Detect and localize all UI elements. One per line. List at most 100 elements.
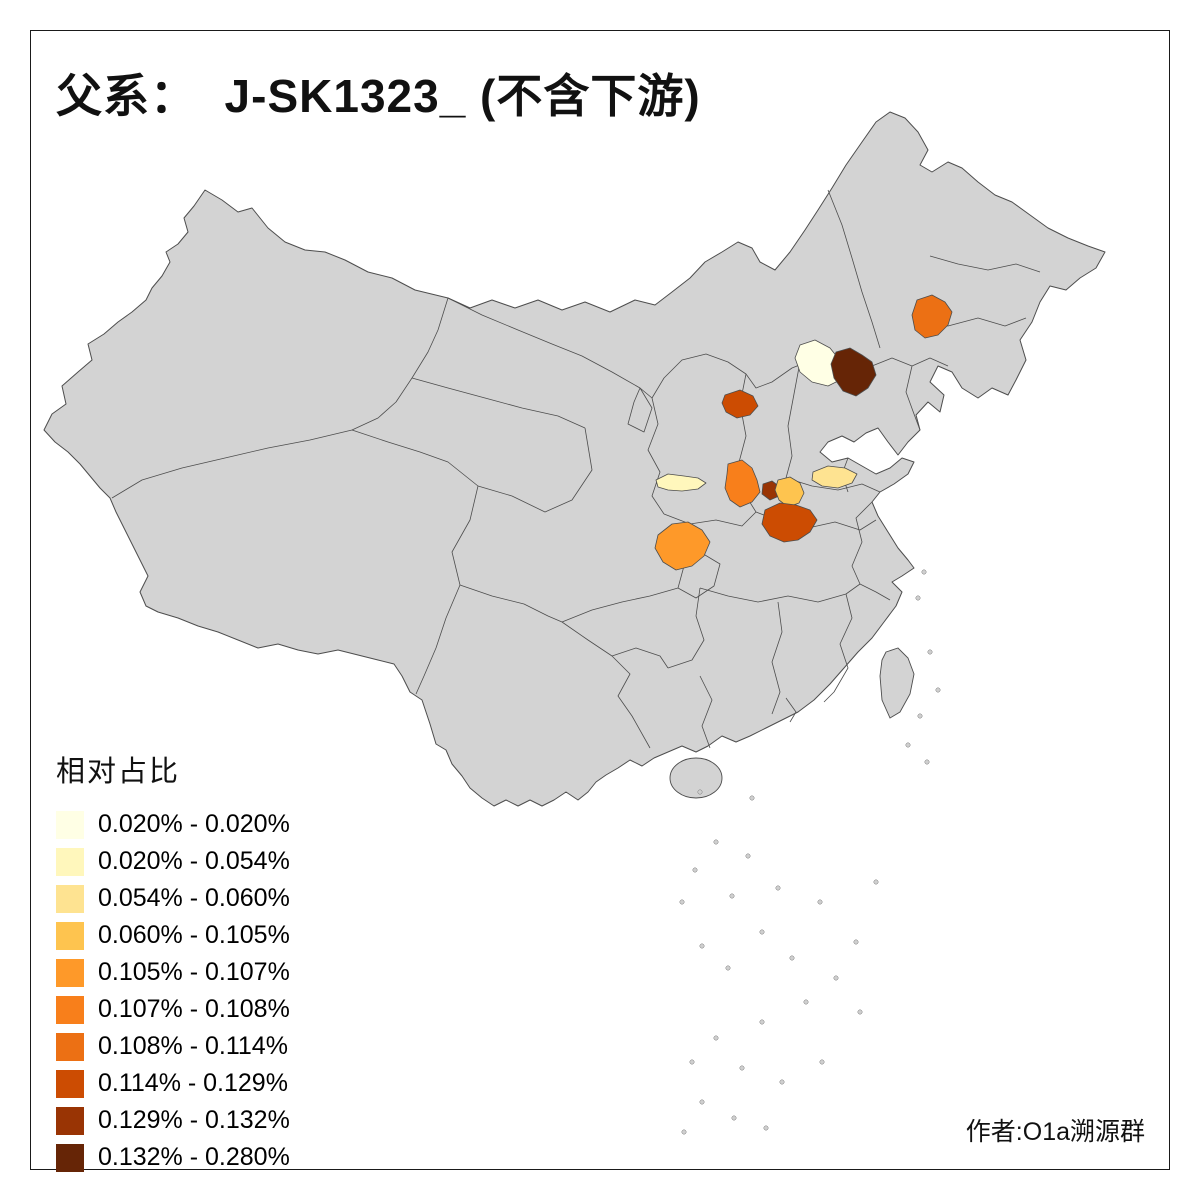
province-border (785, 361, 801, 479)
legend-label: 0.054% - 0.060% (98, 884, 290, 912)
small-island (679, 899, 685, 905)
province-border (477, 427, 593, 513)
province-border (699, 675, 713, 749)
legend-title: 相对占比 (56, 756, 181, 788)
map-region-6 (724, 459, 761, 508)
legend-swatch (56, 884, 84, 913)
small-island (803, 999, 809, 1005)
map-region-5 (655, 473, 707, 492)
small-island (817, 899, 823, 905)
legend-item: 0.105% - 0.107% (56, 954, 290, 991)
legend-swatch (56, 921, 84, 950)
map-region-9 (811, 465, 858, 489)
legend-label: 0.060% - 0.105% (98, 921, 290, 949)
legend-swatch (56, 958, 84, 987)
legend-swatch (56, 1069, 84, 1098)
small-island (689, 1059, 695, 1065)
small-island (917, 713, 923, 719)
small-island (833, 975, 839, 981)
small-island (924, 759, 930, 765)
legend-swatch (56, 847, 84, 876)
legend-swatch (56, 1032, 84, 1061)
hainan-island (669, 757, 723, 799)
small-island (681, 1129, 687, 1135)
map-region-10 (761, 502, 818, 543)
legend-swatch (56, 1143, 84, 1172)
province-border (827, 189, 881, 349)
legend-items: 0.020% - 0.020% 0.020% - 0.054% 0.054% - 0… (56, 806, 290, 1176)
small-island (935, 687, 941, 693)
legend-label: 0.132% - 0.280% (98, 1143, 290, 1171)
province-border (611, 647, 669, 669)
province-border (785, 697, 797, 723)
province-border (627, 387, 653, 433)
small-island (725, 965, 731, 971)
province-border (459, 584, 563, 623)
small-island (927, 649, 933, 655)
province-border (651, 353, 949, 399)
legend-swatch (56, 995, 84, 1024)
province-border (905, 365, 921, 431)
legend-item: 0.114% - 0.129% (56, 1065, 290, 1102)
small-island (915, 595, 921, 601)
mainland-outline (43, 111, 1106, 807)
province-border (561, 587, 679, 623)
province-border (351, 429, 479, 487)
legend-label: 0.129% - 0.132% (98, 1106, 290, 1134)
province-border (111, 429, 353, 499)
small-island (699, 1099, 705, 1105)
small-island (853, 939, 859, 945)
small-island (699, 943, 705, 949)
legend-item: 0.129% - 0.132% (56, 1102, 290, 1139)
legend: 相对占比 0.020% - 0.020% 0.020% - 0.054% 0.054… (56, 748, 290, 1176)
province-border (647, 397, 665, 515)
province-border (851, 501, 873, 585)
attribution: 作者:O1a溯源群 (965, 1118, 1145, 1146)
map-region-2 (830, 347, 877, 397)
legend-item: 0.020% - 0.054% (56, 843, 290, 880)
province-border (411, 377, 586, 429)
province-border (929, 255, 1041, 273)
small-island (745, 853, 751, 859)
legend-item: 0.054% - 0.060% (56, 880, 290, 917)
province-border (823, 593, 853, 703)
legend-swatch (56, 1106, 84, 1135)
small-island (713, 1035, 719, 1041)
legend-item: 0.132% - 0.280% (56, 1139, 290, 1176)
small-island (921, 569, 927, 575)
province-border (561, 621, 651, 749)
province-border (415, 485, 479, 695)
small-island (749, 795, 755, 801)
small-island (713, 839, 719, 845)
legend-label: 0.114% - 0.129% (98, 1069, 288, 1097)
province-border (859, 583, 891, 601)
small-island (779, 1079, 785, 1085)
province-border (771, 601, 783, 715)
small-island (857, 1009, 863, 1015)
small-island (731, 1115, 737, 1121)
legend-label: 0.020% - 0.020% (98, 810, 290, 838)
small-island (789, 955, 795, 961)
small-island (775, 885, 781, 891)
province-border (447, 297, 653, 399)
small-island (763, 1125, 769, 1131)
small-island (819, 1059, 825, 1065)
legend-item: 0.107% - 0.108% (56, 991, 290, 1028)
small-island (759, 929, 765, 935)
small-island (692, 867, 698, 873)
legend-label: 0.107% - 0.108% (98, 995, 290, 1023)
legend-item: 0.108% - 0.114% (56, 1028, 290, 1065)
small-island (729, 893, 735, 899)
small-island (739, 1065, 745, 1071)
legend-swatch (56, 810, 84, 839)
legend-item: 0.020% - 0.020% (56, 806, 290, 843)
small-island (905, 742, 911, 748)
small-island (873, 879, 879, 885)
legend-label: 0.105% - 0.107% (98, 958, 290, 986)
small-island (759, 1019, 765, 1025)
legend-label: 0.108% - 0.114% (98, 1032, 288, 1060)
legend-label: 0.020% - 0.054% (98, 847, 290, 875)
map-region-4 (721, 389, 759, 419)
